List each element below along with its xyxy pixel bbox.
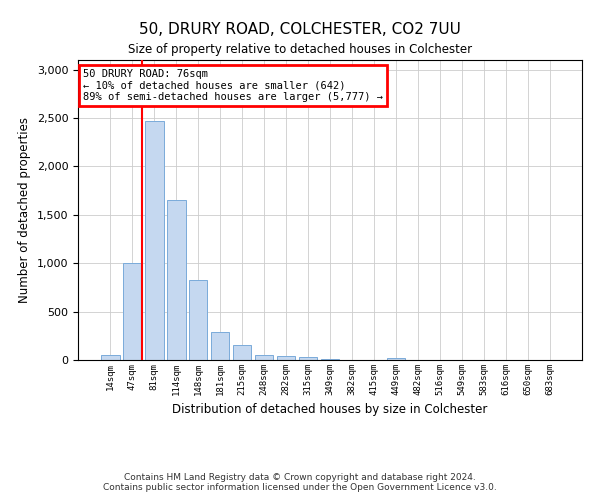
Text: 50 DRURY ROAD: 76sqm
← 10% of detached houses are smaller (642)
89% of semi-deta: 50 DRURY ROAD: 76sqm ← 10% of detached h… xyxy=(83,69,383,102)
Bar xyxy=(101,354,119,360)
Bar xyxy=(320,359,340,360)
Bar xyxy=(211,332,229,360)
Bar xyxy=(167,200,185,360)
Text: Size of property relative to detached houses in Colchester: Size of property relative to detached ho… xyxy=(128,42,472,56)
Bar xyxy=(123,263,142,360)
Text: 50, DRURY ROAD, COLCHESTER, CO2 7UU: 50, DRURY ROAD, COLCHESTER, CO2 7UU xyxy=(139,22,461,38)
Bar xyxy=(299,357,317,360)
Bar xyxy=(277,356,295,360)
Text: Contains public sector information licensed under the Open Government Licence v3: Contains public sector information licen… xyxy=(103,483,497,492)
Bar xyxy=(233,346,251,360)
Bar xyxy=(145,121,164,360)
Bar xyxy=(255,354,274,360)
Text: Contains HM Land Registry data © Crown copyright and database right 2024.: Contains HM Land Registry data © Crown c… xyxy=(124,473,476,482)
X-axis label: Distribution of detached houses by size in Colchester: Distribution of detached houses by size … xyxy=(172,404,488,416)
Y-axis label: Number of detached properties: Number of detached properties xyxy=(18,117,31,303)
Bar xyxy=(189,280,208,360)
Bar xyxy=(386,358,405,360)
